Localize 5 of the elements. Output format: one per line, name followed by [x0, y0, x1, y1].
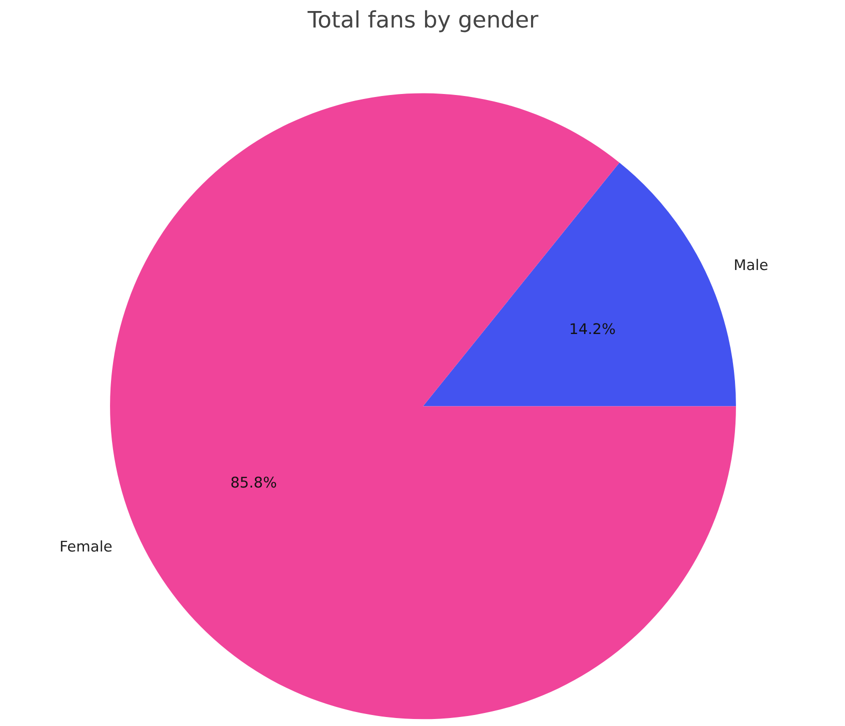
slice-label: Male	[734, 256, 768, 274]
data-label: 14.2%	[569, 320, 616, 338]
slice-label: Female	[59, 538, 112, 556]
data-label: 85.8%	[230, 474, 277, 492]
chart-title: Total fans by gender	[306, 8, 540, 34]
